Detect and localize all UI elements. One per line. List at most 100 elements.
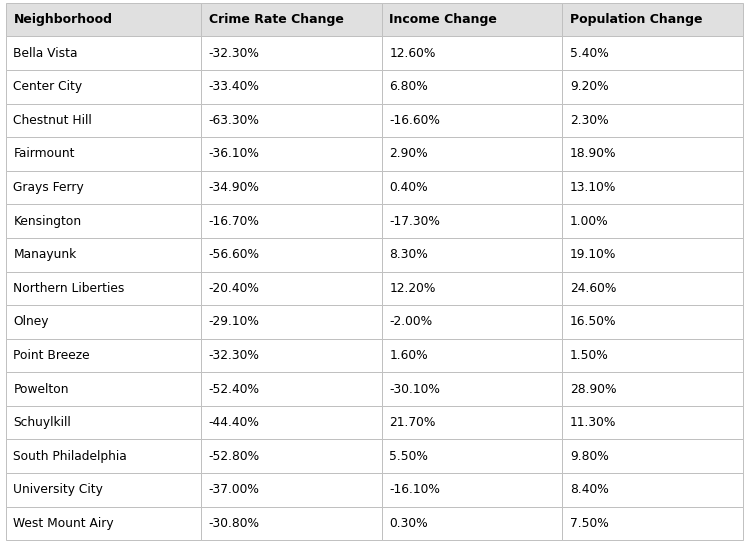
Bar xyxy=(562,204,743,238)
Text: Olney: Olney xyxy=(13,315,49,329)
Text: -16.10%: -16.10% xyxy=(389,483,440,496)
Text: Crime Rate Change: Crime Rate Change xyxy=(209,13,344,26)
Bar xyxy=(382,439,562,473)
Bar xyxy=(382,3,562,36)
Text: 1.50%: 1.50% xyxy=(570,349,609,362)
Text: 12.20%: 12.20% xyxy=(389,282,436,295)
Text: -16.70%: -16.70% xyxy=(209,214,260,228)
Text: South Philadelphia: South Philadelphia xyxy=(13,450,127,463)
Bar xyxy=(562,70,743,104)
Bar xyxy=(562,406,743,439)
Bar xyxy=(382,406,562,439)
Bar xyxy=(6,70,201,104)
Bar xyxy=(562,272,743,305)
Text: Manayunk: Manayunk xyxy=(13,248,76,261)
Bar xyxy=(6,238,201,272)
Text: 24.60%: 24.60% xyxy=(570,282,616,295)
Text: 9.80%: 9.80% xyxy=(570,450,609,463)
Text: 0.30%: 0.30% xyxy=(389,517,428,530)
Text: -30.80%: -30.80% xyxy=(209,517,260,530)
Bar xyxy=(201,104,382,137)
Text: -37.00%: -37.00% xyxy=(209,483,260,496)
Bar xyxy=(562,36,743,70)
Bar xyxy=(562,305,743,339)
Bar xyxy=(382,238,562,272)
Bar xyxy=(201,272,382,305)
Text: 8.40%: 8.40% xyxy=(570,483,609,496)
Text: 13.10%: 13.10% xyxy=(570,181,616,194)
Text: Center City: Center City xyxy=(13,80,82,93)
Text: University City: University City xyxy=(13,483,103,496)
Bar xyxy=(382,204,562,238)
Text: -20.40%: -20.40% xyxy=(209,282,260,295)
Bar xyxy=(201,473,382,507)
Text: 6.80%: 6.80% xyxy=(389,80,428,93)
Bar xyxy=(6,507,201,540)
Bar xyxy=(382,171,562,204)
Text: -34.90%: -34.90% xyxy=(209,181,260,194)
Text: 7.50%: 7.50% xyxy=(570,517,609,530)
Text: -56.60%: -56.60% xyxy=(209,248,260,261)
Bar xyxy=(382,305,562,339)
Bar xyxy=(382,70,562,104)
Text: 11.30%: 11.30% xyxy=(570,416,616,429)
Bar xyxy=(201,238,382,272)
Bar xyxy=(562,372,743,406)
Text: West Mount Airy: West Mount Airy xyxy=(13,517,114,530)
Bar xyxy=(382,272,562,305)
Bar xyxy=(382,137,562,171)
Text: 1.60%: 1.60% xyxy=(389,349,428,362)
Bar xyxy=(562,473,743,507)
Text: Population Change: Population Change xyxy=(570,13,703,26)
Bar xyxy=(6,305,201,339)
Text: 9.20%: 9.20% xyxy=(570,80,608,93)
Text: Fairmount: Fairmount xyxy=(13,147,75,160)
Text: 5.40%: 5.40% xyxy=(570,47,609,60)
Text: -63.30%: -63.30% xyxy=(209,114,260,127)
Text: -32.30%: -32.30% xyxy=(209,349,260,362)
Bar xyxy=(201,372,382,406)
Bar xyxy=(562,171,743,204)
Text: -16.60%: -16.60% xyxy=(389,114,440,127)
Bar xyxy=(382,36,562,70)
Bar xyxy=(562,339,743,372)
Bar xyxy=(6,137,201,171)
Text: -32.30%: -32.30% xyxy=(209,47,260,60)
Text: Schuylkill: Schuylkill xyxy=(13,416,71,429)
Text: -33.40%: -33.40% xyxy=(209,80,260,93)
Bar xyxy=(6,406,201,439)
Text: 0.40%: 0.40% xyxy=(389,181,428,194)
Text: Income Change: Income Change xyxy=(389,13,497,26)
Text: 18.90%: 18.90% xyxy=(570,147,616,160)
Text: -36.10%: -36.10% xyxy=(209,147,260,160)
Bar xyxy=(6,204,201,238)
Text: Northern Liberties: Northern Liberties xyxy=(13,282,125,295)
Bar xyxy=(6,36,201,70)
Bar xyxy=(201,305,382,339)
Bar xyxy=(201,171,382,204)
Text: 5.50%: 5.50% xyxy=(389,450,428,463)
Bar xyxy=(201,70,382,104)
Bar xyxy=(6,473,201,507)
Bar xyxy=(6,372,201,406)
Text: Kensington: Kensington xyxy=(13,214,82,228)
Bar xyxy=(562,3,743,36)
Bar xyxy=(201,137,382,171)
Text: Point Breeze: Point Breeze xyxy=(13,349,90,362)
Bar xyxy=(201,339,382,372)
Text: -17.30%: -17.30% xyxy=(389,214,440,228)
Bar xyxy=(201,36,382,70)
Bar xyxy=(201,204,382,238)
Bar xyxy=(382,339,562,372)
Text: Powelton: Powelton xyxy=(13,383,69,396)
Text: Neighborhood: Neighborhood xyxy=(13,13,112,26)
Bar xyxy=(201,406,382,439)
Text: -30.10%: -30.10% xyxy=(389,383,440,396)
Bar xyxy=(201,3,382,36)
Bar xyxy=(201,507,382,540)
Bar xyxy=(6,339,201,372)
Bar xyxy=(382,104,562,137)
Text: 1.00%: 1.00% xyxy=(570,214,608,228)
Text: -52.80%: -52.80% xyxy=(209,450,260,463)
Bar xyxy=(6,3,201,36)
